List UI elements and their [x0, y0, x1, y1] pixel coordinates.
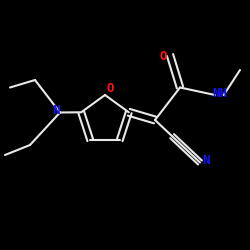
Text: NH: NH	[212, 87, 228, 100]
Text: O: O	[106, 82, 114, 95]
Text: N: N	[52, 104, 60, 117]
Text: N: N	[202, 154, 210, 167]
Text: O: O	[160, 50, 168, 63]
